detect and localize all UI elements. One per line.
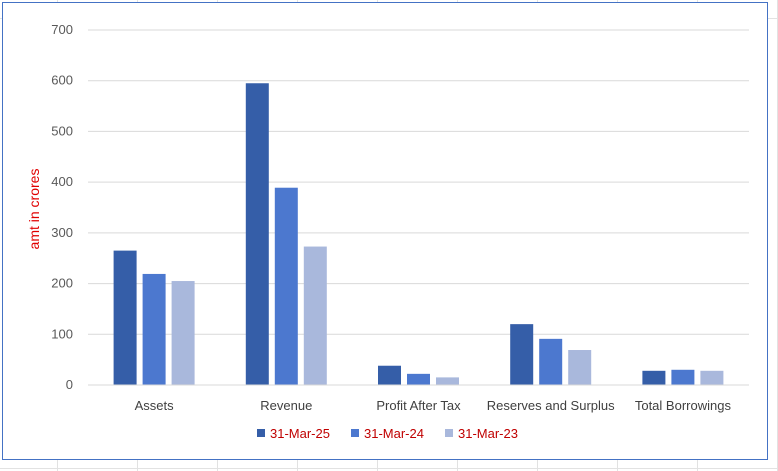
y-axis-title: amt in crores	[26, 169, 42, 250]
x-category-label: Total Borrowings	[635, 398, 732, 413]
bar[interactable]	[642, 370, 666, 385]
bar[interactable]	[436, 377, 459, 385]
bar[interactable]	[671, 369, 695, 385]
chart-area[interactable]: 0 100 200 300 400 500 600 700 Assets Revenue Prof…	[2, 2, 768, 460]
bar[interactable]	[539, 338, 563, 385]
x-category-label: Profit After Tax	[376, 398, 461, 413]
bar-chart: 0 100 200 300 400 500 600 700 Assets Revenue Prof…	[26, 22, 749, 441]
bar[interactable]	[303, 246, 327, 385]
legend-swatch	[257, 429, 265, 437]
y-tick-label: 300	[51, 225, 73, 240]
bar[interactable]	[700, 370, 724, 385]
x-category-label: Reserves and Surplus	[487, 398, 615, 413]
x-category-label: Assets	[135, 398, 175, 413]
bar[interactable]	[245, 83, 269, 385]
bar[interactable]	[510, 324, 534, 385]
legend-label: 31-Mar-25	[270, 426, 330, 441]
legend-label: 31-Mar-23	[458, 426, 518, 441]
bar[interactable]	[113, 250, 137, 385]
legend[interactable]: 31-Mar-25 31-Mar-24 31-Mar-23	[257, 426, 518, 441]
y-tick-label: 100	[51, 326, 73, 341]
y-tick-label: 700	[51, 22, 73, 37]
legend-swatch	[351, 429, 359, 437]
y-axis-ticks: 0 100 200 300 400 500 600 700	[51, 22, 73, 392]
bar[interactable]	[274, 187, 298, 385]
x-category-label: Revenue	[260, 398, 312, 413]
y-tick-label: 400	[51, 174, 73, 189]
legend-swatch	[445, 429, 453, 437]
y-tick-label: 500	[51, 123, 73, 138]
bar[interactable]	[142, 273, 166, 385]
category-labels: Assets Revenue Profit After Tax Reserves an…	[135, 398, 732, 413]
legend-label: 31-Mar-24	[364, 426, 424, 441]
bar[interactable]	[568, 350, 592, 385]
gridlines	[88, 29, 749, 335]
sheet-gridline	[0, 468, 778, 469]
bar[interactable]	[378, 365, 401, 385]
y-tick-label: 200	[51, 276, 73, 291]
bars	[113, 83, 724, 385]
bar[interactable]	[407, 373, 430, 385]
bar[interactable]	[171, 281, 195, 385]
y-tick-label: 600	[51, 73, 73, 88]
y-tick-label: 0	[66, 377, 73, 392]
